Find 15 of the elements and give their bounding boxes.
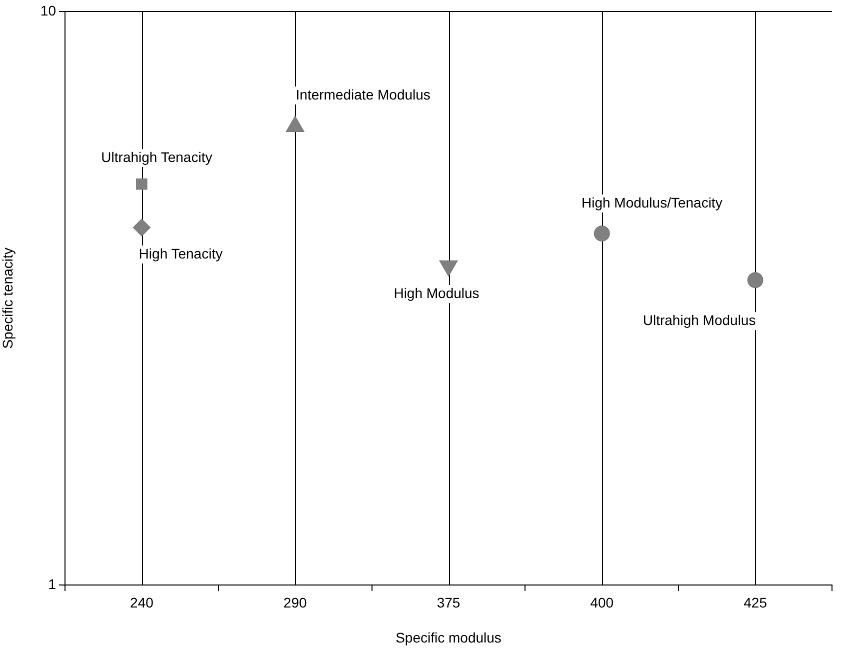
y-axis-title: Specific tenacity [0, 248, 16, 349]
series-label: Ultrahigh Tenacity [101, 148, 212, 165]
series-label: Intermediate Modulus [296, 86, 430, 102]
series-label: Ultrahigh Modulus [642, 312, 756, 328]
x-axis-title: Specific modulus [396, 629, 502, 646]
x-tick-label: 375 [436, 594, 460, 610]
x-tick-label: 290 [283, 594, 307, 610]
y-tick-label: 1 [48, 576, 56, 592]
x-tick-label: 240 [130, 594, 154, 610]
x-tick-label: 425 [744, 594, 768, 610]
series-label: High Modulus [394, 284, 480, 301]
y-tick-label: 10 [40, 2, 56, 18]
x-tick-label: 400 [590, 594, 614, 610]
series-label: High Modulus/Tenacity [581, 194, 722, 210]
series-label: High Tenacity [138, 245, 223, 262]
